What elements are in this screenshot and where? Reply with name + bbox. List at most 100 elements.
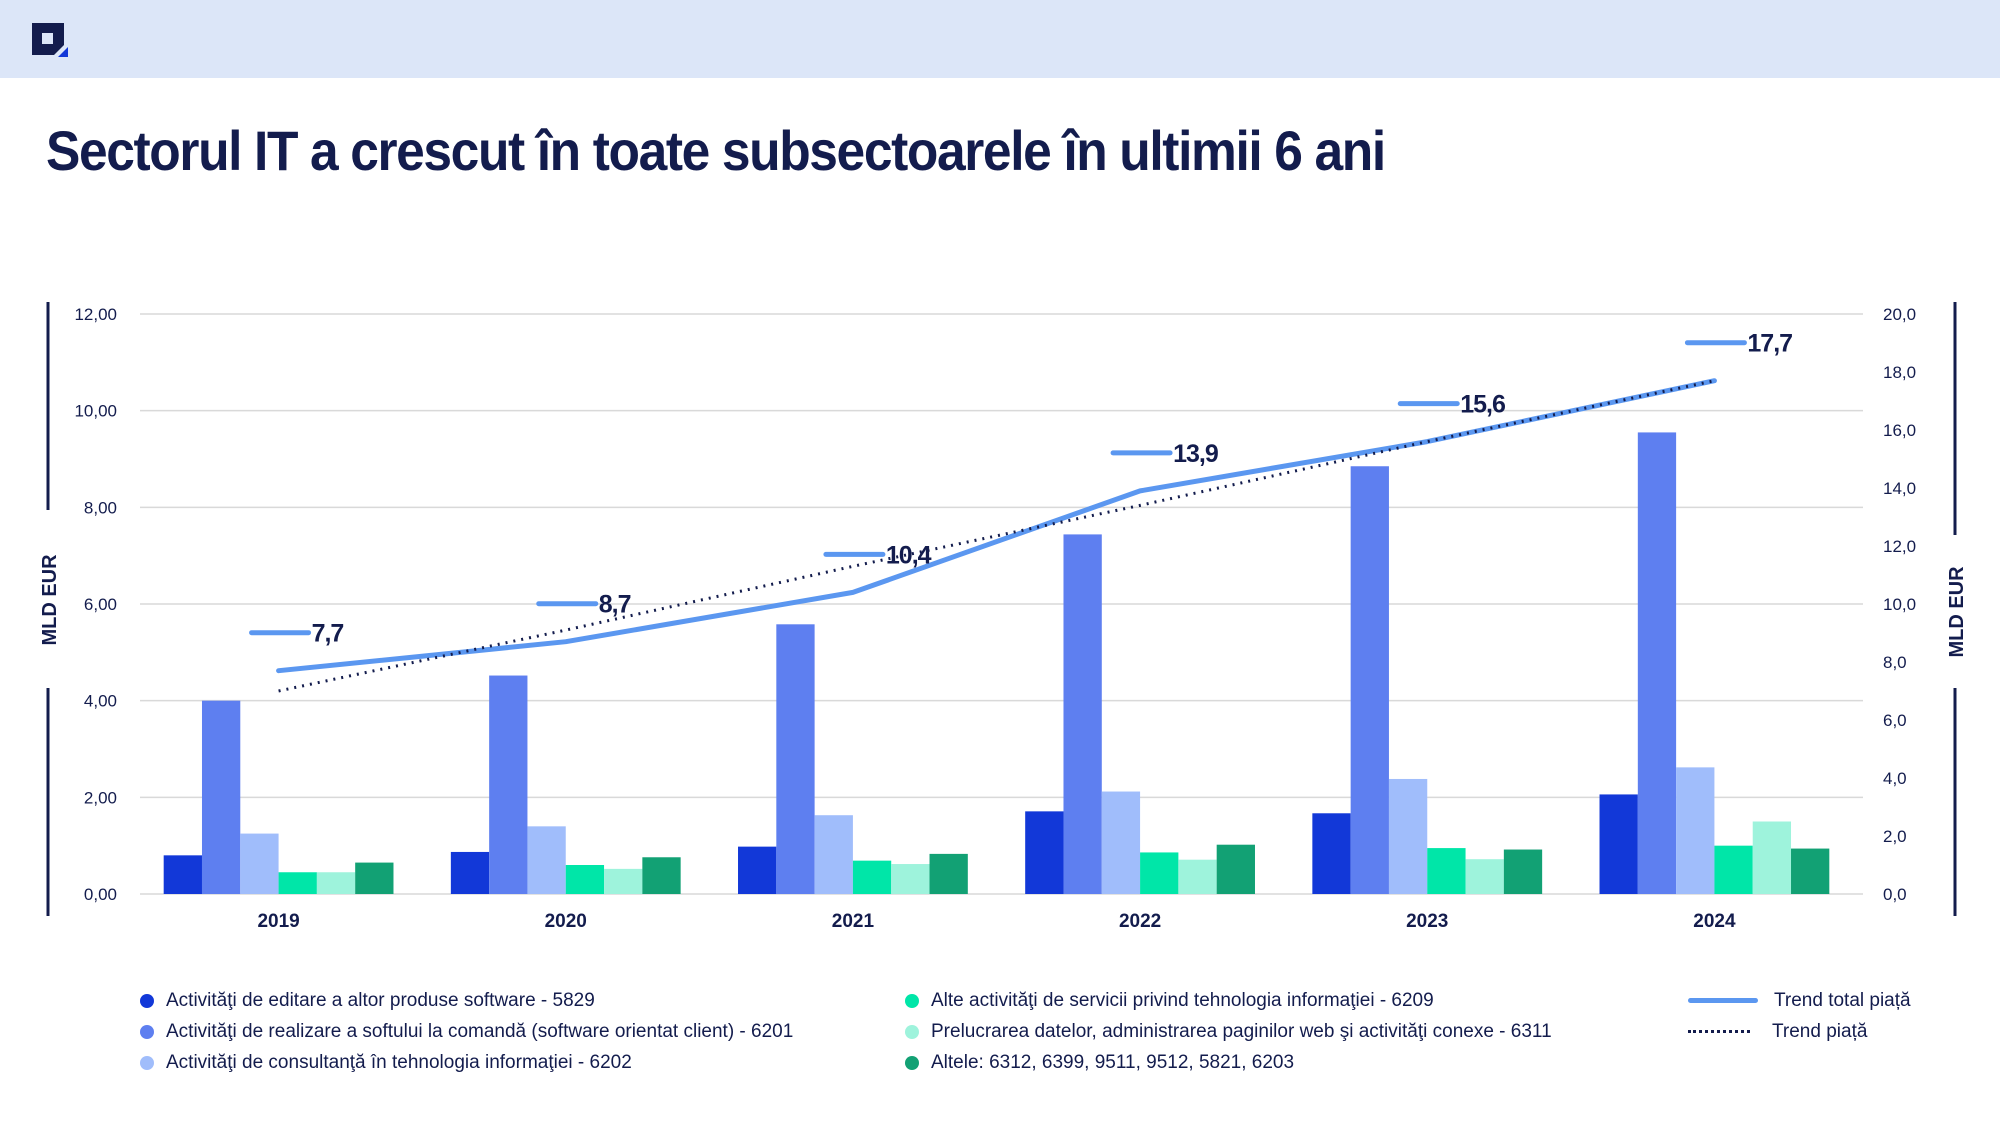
legend-item-6311[interactable]: Prelucrarea datelor, administrarea pagin… (905, 1016, 1552, 1047)
right-tick-label: 4,0 (1883, 769, 1907, 788)
bar-2020-series-5 (642, 857, 681, 894)
right-tick-label: 0,0 (1883, 885, 1907, 904)
bar-2019-series-0 (163, 855, 202, 894)
right-tick-label: 16,0 (1883, 421, 1916, 440)
category-label-2024: 2024 (1693, 911, 1736, 932)
legend-label: Trend piață (1772, 1020, 1868, 1042)
legend-dot-icon (905, 1024, 919, 1039)
bar-2022-series-1 (1063, 534, 1102, 894)
bar-2023-series-1 (1350, 466, 1389, 894)
legend-item-5829[interactable]: Activităţi de editare a altor produse so… (140, 985, 793, 1016)
legend-label: Alte activităţi de servicii privind tehn… (931, 989, 1434, 1011)
legend-item-6209[interactable]: Alte activităţi de servicii privind tehn… (905, 985, 1552, 1016)
bar-2022-series-4 (1178, 859, 1217, 894)
left-tick-label: 6,00 (84, 595, 117, 614)
bar-2020-series-2 (527, 826, 566, 894)
trend-piata-line (278, 379, 1715, 693)
legend-label: Activităţi de consultanţă în tehnologia … (166, 1051, 632, 1073)
data-label-2022: 13,9 (1173, 440, 1218, 468)
legend-label: Trend total piață (1774, 989, 1911, 1011)
right-tick-label: 12,0 (1883, 537, 1916, 556)
page-title: Sectorul IT a crescut în toate subsectoa… (46, 119, 1386, 182)
data-label-2020: 8,7 (599, 591, 631, 619)
legend-dot-icon (905, 993, 919, 1008)
legend-column-3: Trend total piață Trend piață (1688, 985, 1911, 1047)
data-label-2024: 17,7 (1747, 330, 1792, 358)
bar-2022-series-0 (1025, 811, 1064, 894)
solid-line-icon (1688, 998, 1758, 1003)
right-tick-label: 20,0 (1883, 305, 1916, 324)
legend-item-trend-total[interactable]: Trend total piață (1688, 985, 1911, 1016)
right-tick-label: 2,0 (1883, 827, 1907, 846)
right-tick-label: 18,0 (1883, 363, 1916, 382)
left-tick-label: 2,00 (84, 788, 117, 807)
bar-2023-series-4 (1465, 859, 1504, 894)
bar-2023-series-3 (1427, 848, 1466, 894)
bars (163, 432, 1830, 894)
legend-item-trend[interactable]: Trend piață (1688, 1016, 1911, 1047)
bar-2021-series-3 (852, 860, 892, 894)
bar-2021-series-1 (776, 624, 815, 894)
gridlines (140, 313, 1863, 895)
bar-2022-series-2 (1101, 791, 1141, 894)
legend-column-2: Alte activităţi de servicii privind tehn… (905, 985, 1552, 1078)
bar-2019-series-3 (278, 872, 317, 894)
right-tick-label: 6,0 (1883, 711, 1907, 730)
bar-2019-series-1 (201, 700, 241, 894)
legend-label: Activităţi de realizare a softului la co… (166, 1020, 794, 1042)
dotted-line-icon (1688, 1030, 1750, 1033)
bar-2022-series-3 (1140, 852, 1179, 894)
trend-lines: 7,7 8,7 10,4 13,9 15,6 17,7 (249, 330, 1793, 693)
bar-2021-series-2 (814, 815, 853, 894)
legend-label: Prelucrarea datelor, administrarea pagin… (931, 1020, 1552, 1042)
bar-2019-series-2 (240, 833, 279, 894)
bar-2023-series-5 (1503, 849, 1543, 894)
legend-item-6201[interactable]: Activităţi de realizare a softului la co… (140, 1016, 793, 1047)
legend-label: Activităţi de editare a altor produse so… (166, 989, 595, 1011)
bar-2022-series-5 (1216, 844, 1255, 894)
right-tick-label: 10,0 (1883, 595, 1916, 614)
left-axis-title: MLD EUR (39, 554, 61, 646)
bar-2020-series-1 (489, 675, 528, 894)
bar-2021-series-4 (891, 864, 930, 894)
category-label-2021: 2021 (832, 911, 875, 932)
top-banner (0, 0, 2000, 78)
right-tick-label: 8,0 (1883, 653, 1907, 672)
bar-2024-series-3 (1714, 845, 1753, 894)
legend-item-altele[interactable]: Altele: 6312, 6399, 9511, 9512, 5821, 62… (905, 1047, 1552, 1078)
legend-item-6202[interactable]: Activităţi de consultanţă în tehnologia … (140, 1047, 793, 1078)
bar-2024-series-5 (1791, 848, 1830, 894)
axis-ticks: 0,00 2,00 4,00 6,00 8,00 10,00 12,00 0,0 2,0 4,0 6… (74, 305, 1916, 932)
legend-dot-icon (905, 1055, 919, 1070)
category-label-2019: 2019 (257, 911, 299, 932)
left-tick-label: 12,00 (74, 305, 117, 324)
bar-2024-series-1 (1637, 432, 1677, 894)
category-label-2023: 2023 (1406, 911, 1448, 932)
left-tick-label: 8,00 (84, 498, 117, 517)
category-label-2020: 2020 (545, 911, 587, 932)
bar-2024-series-0 (1599, 794, 1638, 894)
data-label-2021: 10,4 (886, 541, 932, 569)
bar-2021-series-0 (738, 846, 777, 894)
bar-2019-series-5 (355, 862, 394, 894)
category-label-2022: 2022 (1119, 911, 1161, 932)
legend-dot-icon (140, 993, 154, 1008)
data-label-2019: 7,7 (312, 620, 344, 648)
square-logo-icon (32, 23, 68, 57)
legend-label: Altele: 6312, 6399, 9511, 9512, 5821, 62… (931, 1051, 1295, 1073)
legend-dot-icon (140, 1055, 154, 1070)
right-axis-title: MLD EUR (1946, 566, 1968, 658)
bar-2020-series-0 (450, 851, 490, 894)
left-tick-label: 4,00 (84, 692, 117, 711)
legend-column-1: Activităţi de editare a altor produse so… (140, 985, 793, 1078)
data-label-2023: 15,6 (1460, 391, 1505, 419)
right-tick-label: 14,0 (1883, 479, 1916, 498)
legend-dot-icon (140, 1024, 154, 1039)
bar-2020-series-4 (604, 868, 643, 894)
trend-total-piata-line (276, 378, 1717, 674)
bar-2023-series-0 (1312, 813, 1351, 894)
left-tick-label: 10,00 (74, 402, 117, 421)
left-tick-label: 0,00 (84, 885, 117, 904)
bar-2019-series-4 (316, 872, 356, 894)
